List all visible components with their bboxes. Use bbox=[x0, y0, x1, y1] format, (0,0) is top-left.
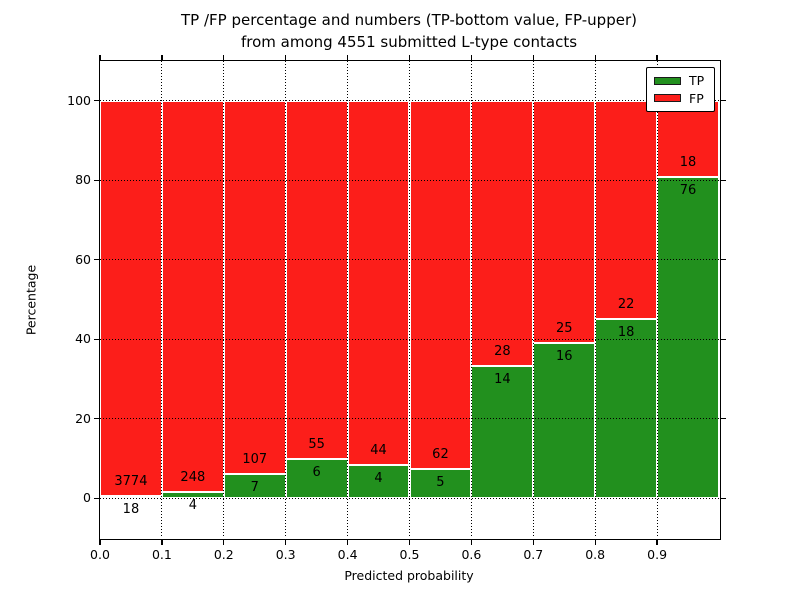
fp-count-label: 55 bbox=[308, 437, 325, 453]
chart-title-line2: from among 4551 submitted L-type contact… bbox=[240, 33, 578, 51]
bar-tp-segment bbox=[100, 496, 162, 499]
tp-count-label: 16 bbox=[555, 349, 573, 365]
x-axis-label: Predicted probability bbox=[344, 568, 474, 583]
y-tick-label: 60 bbox=[75, 251, 91, 267]
x-tick-mark-top bbox=[594, 54, 596, 60]
legend-label: TP bbox=[689, 73, 705, 89]
plot-area: 3774 18 248 4 107 7 55 6 44 4 62 5 28 14 25 16 22 18 18 76 bbox=[100, 61, 719, 538]
x-tick-mark-bottom bbox=[408, 539, 411, 545]
y-tick-mark-left bbox=[93, 100, 99, 102]
x-tick-mark-top bbox=[285, 54, 287, 60]
y-axis-label: Percentage bbox=[23, 264, 39, 336]
bar-fp-segment bbox=[409, 100, 472, 469]
y-tick-mark-left bbox=[93, 179, 99, 181]
bar-fp-segment bbox=[100, 100, 162, 497]
legend-label: FP bbox=[689, 90, 704, 106]
y-tick-mark-left bbox=[93, 338, 99, 340]
tp-count-label: 18 bbox=[617, 325, 635, 341]
x-tick-label: 0.3 bbox=[275, 547, 296, 562]
bar-tp-segment bbox=[595, 319, 658, 499]
bar-tp-segment bbox=[347, 465, 410, 499]
tp-count-label: 4 bbox=[374, 471, 383, 487]
legend-swatch-fp bbox=[654, 94, 681, 103]
x-tick-label: 0.4 bbox=[337, 547, 358, 562]
bar-fp-segment bbox=[471, 100, 534, 366]
x-tick-mark-top bbox=[470, 54, 473, 60]
y-tick-mark-right bbox=[720, 418, 726, 420]
x-tick-mark-bottom bbox=[285, 539, 287, 545]
bar-fp-segment bbox=[595, 100, 658, 320]
bar-fp-segment bbox=[223, 100, 286, 474]
y-tick-mark-left bbox=[93, 418, 99, 420]
x-tick-mark-top bbox=[656, 54, 658, 60]
bar-fp-segment bbox=[347, 100, 410, 466]
legend: TP FP bbox=[646, 67, 715, 112]
fp-count-label: 248 bbox=[180, 469, 206, 485]
y-tick-label: 80 bbox=[75, 172, 91, 188]
x-tick-mark-top bbox=[161, 54, 163, 60]
y-tick-mark-right bbox=[720, 338, 726, 340]
x-tick-mark-top bbox=[223, 54, 225, 60]
y-tick-label: 40 bbox=[75, 331, 91, 347]
x-tick-mark-top bbox=[408, 54, 411, 60]
y-tick-mark-right bbox=[720, 259, 726, 261]
x-tick-mark-bottom bbox=[594, 539, 596, 545]
fp-count-label: 44 bbox=[370, 443, 387, 459]
fp-count-label: 28 bbox=[494, 343, 511, 359]
y-tick-mark-right bbox=[720, 100, 726, 102]
bar-fp-segment bbox=[161, 100, 224, 492]
x-tick-label: 0.6 bbox=[461, 547, 482, 562]
tp-count-label: 14 bbox=[494, 371, 511, 387]
tp-count-label: 6 bbox=[312, 465, 321, 481]
legend-swatch-tp bbox=[654, 76, 681, 85]
x-tick-label: 0.7 bbox=[523, 547, 544, 562]
x-tick-mark-bottom bbox=[223, 539, 225, 545]
x-tick-mark-bottom bbox=[99, 539, 101, 545]
fp-count-label: 107 bbox=[242, 451, 268, 467]
y-tick-label: 20 bbox=[75, 410, 91, 426]
x-tick-mark-top bbox=[99, 54, 101, 60]
tp-count-label: 18 bbox=[122, 502, 140, 518]
chart-title-line1: TP /FP percentage and numbers (TP-bottom… bbox=[181, 11, 637, 29]
y-tick-label: 0 bbox=[83, 490, 91, 506]
bar-tp-segment bbox=[533, 343, 596, 499]
x-tick-mark-bottom bbox=[656, 539, 658, 545]
bar-fp-segment bbox=[657, 100, 719, 177]
x-tick-mark-bottom bbox=[161, 539, 163, 545]
legend-entry: FP bbox=[654, 92, 707, 105]
fp-count-label: 18 bbox=[679, 154, 697, 170]
y-tick-mark-left bbox=[93, 497, 99, 499]
y-tick-mark-left bbox=[93, 259, 99, 261]
bar-fp-segment bbox=[285, 100, 348, 460]
tp-count-label: 5 bbox=[436, 474, 445, 490]
x-tick-label: 0.0 bbox=[90, 547, 110, 562]
y-tick-mark-right bbox=[720, 497, 726, 499]
legend-entry: TP bbox=[654, 74, 707, 87]
bar-fp-segment bbox=[533, 100, 596, 344]
x-tick-label: 0.2 bbox=[213, 547, 234, 562]
x-tick-mark-top bbox=[346, 54, 349, 60]
x-tick-label: 0.1 bbox=[151, 547, 172, 562]
fp-count-label: 25 bbox=[555, 321, 573, 337]
fp-count-label: 3774 bbox=[114, 474, 148, 490]
x-tick-label: 0.8 bbox=[585, 547, 606, 562]
y-tick-label: 100 bbox=[67, 92, 91, 108]
fp-count-label: 62 bbox=[432, 446, 449, 462]
y-tick-mark-right bbox=[720, 179, 726, 181]
x-tick-mark-bottom bbox=[470, 539, 473, 545]
x-tick-mark-bottom bbox=[532, 539, 534, 545]
tp-count-label: 4 bbox=[188, 497, 197, 513]
x-tick-mark-top bbox=[532, 54, 534, 60]
fp-count-label: 22 bbox=[617, 297, 635, 313]
x-tick-label: 0.5 bbox=[399, 547, 420, 562]
x-tick-mark-bottom bbox=[346, 539, 349, 545]
x-tick-label: 0.9 bbox=[647, 547, 668, 562]
tp-count-label: 76 bbox=[679, 182, 697, 198]
bar-tp-segment bbox=[657, 176, 719, 499]
tp-count-label: 7 bbox=[250, 479, 259, 495]
